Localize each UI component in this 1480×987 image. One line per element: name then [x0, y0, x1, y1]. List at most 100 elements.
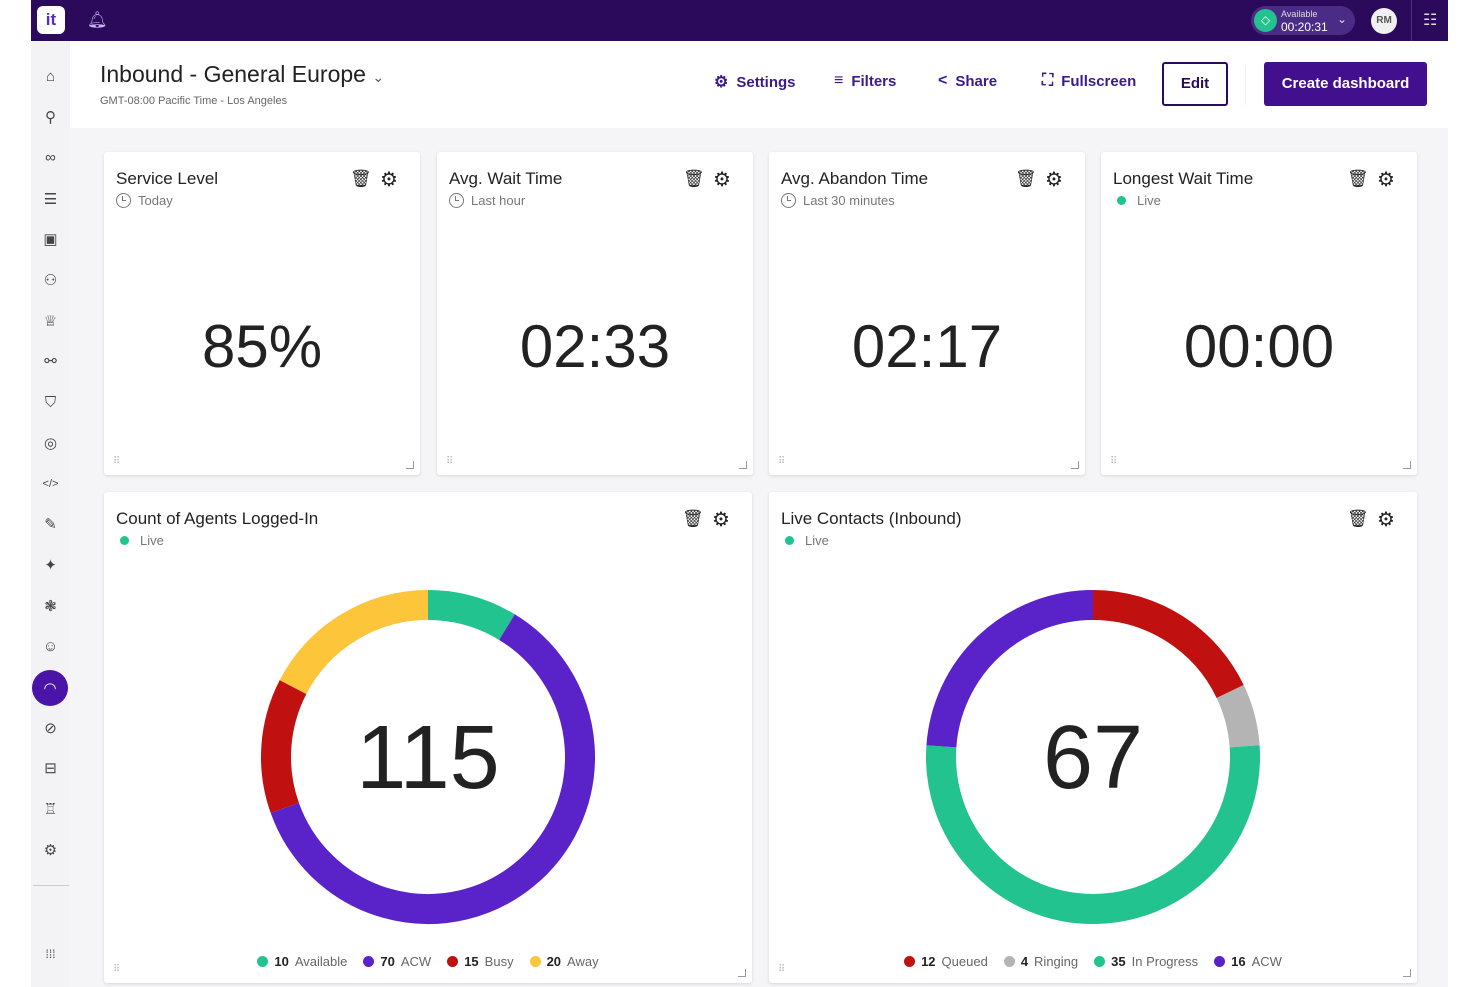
ai-icon[interactable]: ✦: [44, 556, 57, 574]
drag-handle-icon[interactable]: ⠿: [113, 456, 120, 467]
chart-legend: 12 Queued 4 Ringing 35 In Progress 16 ACW: [769, 954, 1417, 969]
metric-value: 02:17: [851, 313, 1003, 380]
donut-segment-acw[interactable]: [926, 590, 1094, 748]
avatar[interactable]: RM: [1371, 8, 1397, 34]
teams-icon[interactable]: ⚇: [43, 272, 58, 289]
widget-settings-icon[interactable]: ⚙: [380, 169, 398, 191]
legend-label: ACW: [400, 954, 432, 969]
resize-handle-icon[interactable]: [738, 969, 746, 977]
legend-item[interactable]: 15 Busy: [447, 954, 514, 969]
dashboard-icon[interactable]: ◠: [32, 669, 68, 706]
legend-label: Available: [294, 954, 348, 969]
fullscreen-button[interactable]: ⛶ Fullscreen: [1042, 72, 1136, 90]
divider: [33, 885, 69, 886]
delete-widget-icon[interactable]: 🗑︎: [683, 169, 705, 188]
drag-handle-icon[interactable]: ⠿: [778, 964, 785, 975]
donut-segment-busy[interactable]: [261, 680, 307, 813]
donut-chart: [926, 590, 1260, 924]
chevron-down-icon: ⌄: [1336, 12, 1347, 26]
shield-icon[interactable]: ⛉: [44, 393, 57, 411]
legend-item[interactable]: 10 Available: [257, 954, 347, 969]
resize-handle-icon[interactable]: [1403, 461, 1411, 469]
widget-settings-icon[interactable]: ⚙: [1045, 169, 1063, 191]
legend-item[interactable]: 4 Ringing: [1003, 954, 1078, 969]
code-icon[interactable]: </>: [42, 477, 59, 490]
page-title-text: Inbound - General Europe: [100, 61, 366, 87]
chat-icon[interactable]: ☺: [42, 637, 59, 655]
metric-card: Service Level Today 85% 🗑︎ ⚙ ⠿: [104, 152, 420, 475]
edit-icon[interactable]: ✎: [44, 516, 57, 534]
delete-widget-icon[interactable]: 🗑︎: [350, 169, 372, 188]
legend-item[interactable]: 20 Away: [529, 954, 599, 969]
card-subtitle-text: Live: [1137, 193, 1161, 208]
chevron-down-icon: ⌄: [372, 69, 385, 85]
voicemail-icon[interactable]: ∞: [45, 149, 56, 167]
delete-widget-icon[interactable]: 🗑︎: [1015, 169, 1037, 188]
sidebar: ⌂ ⚲ ∞ ☰ ▣ ⚇ ♕ ⚯ ⛉ ◎ </> ✎ ✦ ❃ ☺ ◠ ⊘ ⊟ ♖ ⚙ ⁞⁞⁞: [31, 41, 70, 987]
settings-icon[interactable]: ⚙: [43, 841, 58, 859]
widget-settings-icon[interactable]: ⚙: [1377, 169, 1395, 191]
side-panel-icon[interactable]: ☷: [1423, 12, 1438, 29]
live-dot-icon: [1117, 196, 1126, 205]
card-subtitle: Live: [1113, 193, 1161, 208]
create-dashboard-button[interactable]: Create dashboard: [1264, 62, 1427, 106]
donut-segment-away[interactable]: [279, 590, 429, 695]
share-button[interactable]: < Share: [938, 72, 997, 90]
donut-segment-available[interactable]: [427, 590, 515, 641]
delete-widget-icon[interactable]: 🗑︎: [1347, 169, 1369, 188]
agent-icon[interactable]: ♖: [43, 801, 58, 819]
legend-item[interactable]: 16 ACW: [1214, 954, 1282, 969]
flow-icon[interactable]: ⚯: [44, 353, 57, 371]
card-subtitle-text: Today: [138, 193, 173, 208]
fingerprint-icon[interactable]: ◎: [43, 434, 58, 452]
resize-handle-icon[interactable]: [406, 461, 414, 469]
widget-settings-icon[interactable]: ⚙: [1377, 509, 1395, 531]
fullscreen-icon: ⛶: [1042, 72, 1054, 89]
trophy-icon[interactable]: ♕: [43, 312, 58, 330]
settings-button[interactable]: ⚙ Settings: [714, 72, 796, 92]
resize-handle-icon[interactable]: [1071, 461, 1079, 469]
legend-label: ACW: [1251, 954, 1282, 969]
agent-status-dropdown[interactable]: ◇ Available 00:20:31 ⌄: [1251, 6, 1355, 35]
home-icon[interactable]: ⌂: [45, 68, 56, 85]
donut-total: 67: [1042, 708, 1144, 808]
settings-label: Settings: [736, 73, 796, 91]
briefcase-icon[interactable]: ⊟: [44, 760, 57, 778]
delete-widget-icon[interactable]: 🗑︎: [682, 509, 704, 528]
drag-handle-icon[interactable]: ⠿: [113, 964, 120, 975]
legend-item[interactable]: 70 ACW: [363, 954, 431, 969]
legend-label: Busy: [484, 954, 514, 969]
edit-button[interactable]: Edit: [1162, 62, 1228, 106]
legend-label: In Progress: [1131, 954, 1199, 969]
contacts-icon[interactable]: ▣: [43, 231, 58, 249]
donut-chart: [261, 590, 595, 924]
metric-card: Avg. Abandon Time Last 30 minutes 02:17 🗑︎ ⚙…: [769, 152, 1085, 475]
resize-handle-icon[interactable]: [1403, 969, 1411, 977]
donut-segment-acw[interactable]: [270, 614, 595, 924]
status-diamond-icon: ◇: [1254, 9, 1277, 32]
list-icon[interactable]: ☰: [43, 190, 58, 208]
widget-settings-icon[interactable]: ⚙: [713, 169, 731, 191]
delete-widget-icon[interactable]: 🗑︎: [1347, 509, 1369, 528]
legend-item[interactable]: 12 Queued: [904, 954, 988, 969]
resize-handle-icon[interactable]: [739, 461, 747, 469]
drag-handle-icon[interactable]: ⠿: [446, 456, 453, 467]
compass-icon[interactable]: ⊘: [44, 719, 57, 737]
routing-icon[interactable]: ⚲: [45, 109, 56, 127]
card-subtitle: Last hour: [449, 193, 525, 208]
donut-segment-in-progress[interactable]: [926, 745, 1260, 924]
apps-grid-icon[interactable]: ⁞⁞⁞: [45, 946, 56, 961]
drag-handle-icon[interactable]: ⠿: [1110, 456, 1117, 467]
donut-card: Count of Agents Logged-In Live 🗑︎ ⚙ ⠿ 115 10 Av…: [104, 492, 752, 983]
donut-segment-ringing[interactable]: [1216, 685, 1260, 748]
bell-icon[interactable]: 🔔︎: [87, 12, 108, 29]
fullscreen-label: Fullscreen: [1061, 72, 1137, 90]
page-title[interactable]: Inbound - General Europe ⌄: [100, 61, 384, 88]
donut-segment-queued[interactable]: [1092, 590, 1244, 699]
filters-button[interactable]: ≡ Filters: [834, 72, 896, 90]
brain-icon[interactable]: ❃: [44, 597, 57, 615]
legend-item[interactable]: 35 In Progress: [1094, 954, 1198, 969]
widget-settings-icon[interactable]: ⚙: [712, 509, 730, 531]
app-logo[interactable]: it: [37, 6, 65, 34]
drag-handle-icon[interactable]: ⠿: [778, 456, 785, 467]
